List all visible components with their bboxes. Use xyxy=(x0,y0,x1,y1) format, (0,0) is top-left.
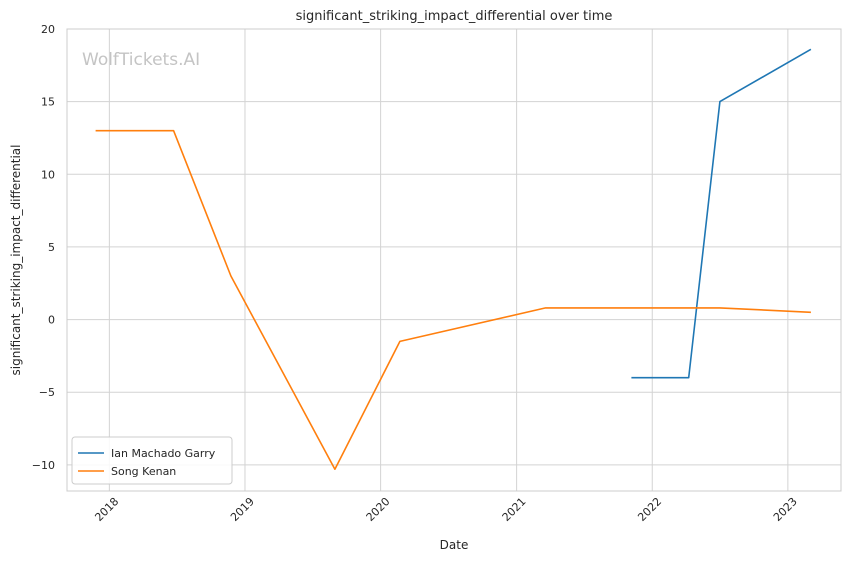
chart-title: significant_striking_impact_differential… xyxy=(296,9,613,24)
series-lines xyxy=(95,48,812,471)
x-axis-label: Date xyxy=(440,538,469,552)
x-tick-label: 2020 xyxy=(364,495,393,524)
plot-background xyxy=(67,29,841,491)
y-axis-label: significant_striking_impact_differential xyxy=(9,145,23,376)
grid xyxy=(67,28,841,491)
series-line-ian-machado-garry xyxy=(631,48,812,379)
x-tick-labels: 2018 2019 2020 2021 2022 2023 xyxy=(92,495,799,524)
y-tick-label: 15 xyxy=(41,96,55,109)
y-tick-label: 20 xyxy=(41,23,55,36)
legend: Ian Machado Garry Song Kenan xyxy=(71,436,233,485)
legend-label-ian-machado-garry: Ian Machado Garry xyxy=(111,447,216,460)
x-tick-label: 2019 xyxy=(228,495,257,524)
watermark: WolfTickets.AI xyxy=(82,50,200,70)
x-tick-label: 2022 xyxy=(635,495,664,524)
plot-frame xyxy=(66,28,842,492)
legend-box xyxy=(71,436,233,485)
y-tick-label: 0 xyxy=(48,314,55,327)
x-tick-label: 2023 xyxy=(771,495,800,524)
y-tick-labels: 20 15 10 5 0 −5 −10 xyxy=(32,23,55,472)
y-tick-label: −5 xyxy=(39,386,55,399)
y-tick-label: −10 xyxy=(32,459,55,472)
x-tick-label: 2018 xyxy=(92,495,121,524)
y-tick-label: 5 xyxy=(48,241,55,254)
legend-label-song-kenan: Song Kenan xyxy=(111,465,176,478)
series-line-song-kenan xyxy=(95,129,811,471)
x-tick-label: 2021 xyxy=(500,495,529,524)
y-tick-label: 10 xyxy=(41,168,55,181)
